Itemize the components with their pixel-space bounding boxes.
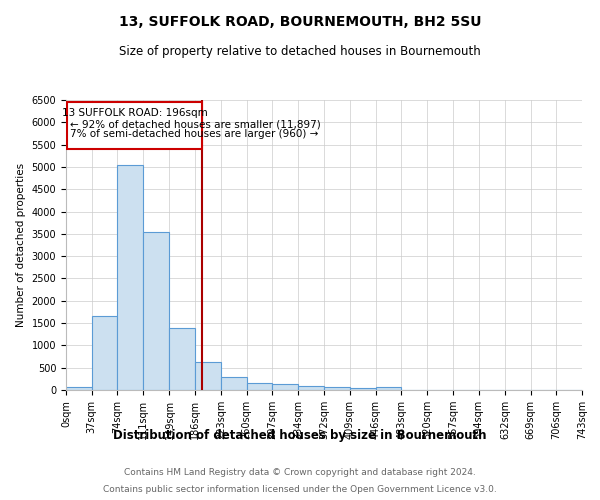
Bar bbox=[350, 388, 376, 390]
Bar bbox=[143, 232, 169, 390]
Bar bbox=[247, 383, 272, 390]
Bar bbox=[298, 386, 323, 390]
Text: Contains HM Land Registry data © Crown copyright and database right 2024.: Contains HM Land Registry data © Crown c… bbox=[124, 468, 476, 477]
Y-axis label: Number of detached properties: Number of detached properties bbox=[16, 163, 26, 327]
Bar bbox=[221, 376, 247, 390]
Bar bbox=[195, 362, 221, 390]
Bar bbox=[325, 388, 350, 390]
Text: Contains public sector information licensed under the Open Government Licence v3: Contains public sector information licen… bbox=[103, 484, 497, 494]
Bar bbox=[376, 388, 401, 390]
Text: 7% of semi-detached houses are larger (960) →: 7% of semi-detached houses are larger (9… bbox=[70, 130, 319, 140]
Bar bbox=[92, 316, 118, 390]
Text: ← 92% of detached houses are smaller (11,897): ← 92% of detached houses are smaller (11… bbox=[70, 119, 321, 129]
Text: 13, SUFFOLK ROAD, BOURNEMOUTH, BH2 5SU: 13, SUFFOLK ROAD, BOURNEMOUTH, BH2 5SU bbox=[119, 15, 481, 29]
Bar bbox=[118, 164, 143, 390]
Text: Size of property relative to detached houses in Bournemouth: Size of property relative to detached ho… bbox=[119, 45, 481, 58]
Bar bbox=[169, 328, 195, 390]
Bar bbox=[272, 384, 298, 390]
FancyBboxPatch shape bbox=[67, 102, 202, 149]
Text: Distribution of detached houses by size in Bournemouth: Distribution of detached houses by size … bbox=[113, 428, 487, 442]
Text: 13 SUFFOLK ROAD: 196sqm: 13 SUFFOLK ROAD: 196sqm bbox=[62, 108, 208, 118]
Bar bbox=[66, 386, 92, 390]
